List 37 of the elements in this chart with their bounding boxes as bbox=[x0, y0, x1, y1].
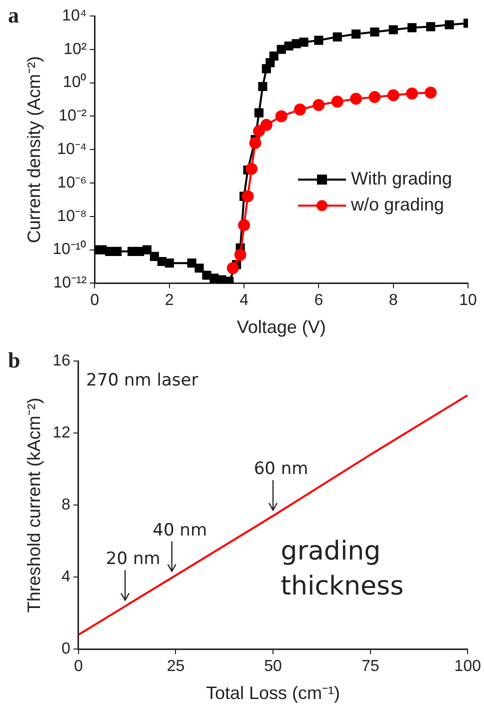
x-tick-label: 6 bbox=[314, 292, 324, 310]
x-tick-label: 25 bbox=[166, 658, 185, 676]
text: b bbox=[8, 348, 20, 373]
x-tick-label: 2 bbox=[164, 292, 174, 310]
legend-label: w/o grading bbox=[350, 194, 444, 215]
legend-label: With grading bbox=[351, 168, 452, 189]
annotation: 270 nm laser bbox=[86, 370, 198, 390]
y-tick-label: 10⁻⁴ bbox=[57, 141, 87, 158]
x-tick-label: 75 bbox=[361, 658, 380, 676]
y-axis-title: Threshold current (kAcm⁻²) bbox=[24, 398, 44, 613]
annotation: 60 nm bbox=[254, 459, 308, 480]
y-tick-label: 12 bbox=[52, 424, 70, 442]
y-tick-label: 4 bbox=[61, 568, 70, 586]
y-tick-label: 10⁻¹² bbox=[53, 274, 88, 292]
x-tick-label: 8 bbox=[388, 292, 398, 310]
y-axis-title: Current density (Acm⁻²) bbox=[24, 56, 44, 244]
annotation: grading thickness bbox=[280, 536, 404, 602]
y-tick-label: 10⁰ bbox=[62, 73, 87, 92]
x-tick-label: 50 bbox=[264, 658, 282, 676]
annotation: 20 nm bbox=[106, 549, 160, 570]
y-tick-label: 10⁻⁸ bbox=[57, 208, 87, 225]
x-axis-title: Total Loss (cm⁻¹) bbox=[206, 683, 340, 704]
x-tick-label: 100 bbox=[454, 658, 482, 676]
annotation: 40 nm bbox=[152, 520, 208, 540]
y-tick-label: 8 bbox=[61, 496, 70, 514]
y-tick-label: 10⁻¹⁰ bbox=[52, 240, 87, 258]
y-tick-label: 16 bbox=[52, 352, 70, 370]
y-tick-label: 10⁻² bbox=[58, 108, 88, 125]
text: a bbox=[8, 2, 19, 28]
y-tick-label: 0 bbox=[61, 640, 70, 658]
x-tick-label: 4 bbox=[240, 292, 249, 310]
y-tick-label: 10⁴ bbox=[62, 7, 87, 24]
y-tick-label: 10⁻⁶ bbox=[57, 174, 87, 192]
y-tick-label: 10² bbox=[64, 40, 88, 58]
x-tick-label: 10 bbox=[459, 292, 477, 310]
x-tick-label: 0 bbox=[90, 292, 100, 310]
x-axis-title: Voltage (V) bbox=[236, 317, 326, 338]
